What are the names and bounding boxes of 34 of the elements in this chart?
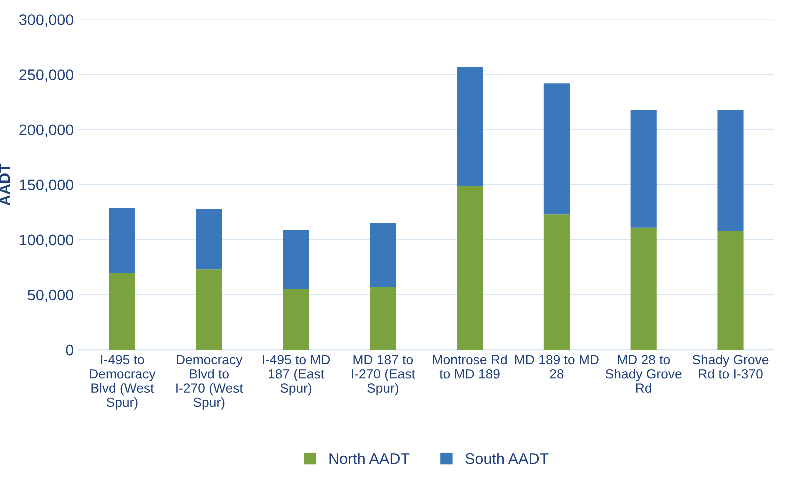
bar (370, 223, 396, 288)
bar (544, 84, 570, 215)
bar (457, 186, 484, 350)
x-tick-label: Shady Grove Rd to I-370 (692, 354, 769, 379)
x-tick-label: MD 187 to I-270 (East Spur) (352, 355, 416, 396)
y-tick-label: 150,000 (20, 180, 74, 192)
bar (630, 228, 657, 350)
x-tick-label: MD 189 to MD 28 (516, 355, 599, 379)
x-tick-label: Democracy Blvd to I-270 (West Spur) (176, 355, 244, 410)
bar (370, 287, 396, 350)
x-tick-label: I-495 to Democracy Blvd (West Spur) (90, 355, 156, 410)
x-tick-label: MD 28 to Shady Grove Rd (606, 355, 682, 394)
y-tick-label: 0 (66, 344, 74, 356)
legend-label: South AADT (466, 453, 549, 464)
y-axis-title: AADT (0, 164, 10, 206)
bar (718, 110, 744, 232)
y-tick-label: 200,000 (20, 124, 74, 138)
y-tick-label: 300,000 (20, 14, 74, 28)
bar (196, 209, 222, 270)
bar (109, 208, 136, 273)
legend-label: North AADT (330, 453, 410, 464)
bar (283, 289, 310, 350)
y-tick-label: 50,000 (28, 290, 74, 302)
bar (630, 110, 657, 228)
x-tick-label: Montrose Rd to MD 189 (433, 354, 507, 379)
bar (457, 67, 484, 186)
x-tick-label: I-495 to MD 187 (East Spur) (263, 355, 330, 396)
bar (109, 272, 136, 350)
y-tick-label: 250,000 (20, 70, 74, 82)
y-tick-label: 100,000 (20, 234, 74, 248)
bar (283, 230, 310, 290)
bar (718, 231, 744, 350)
bar (196, 270, 222, 350)
bar (544, 214, 570, 350)
